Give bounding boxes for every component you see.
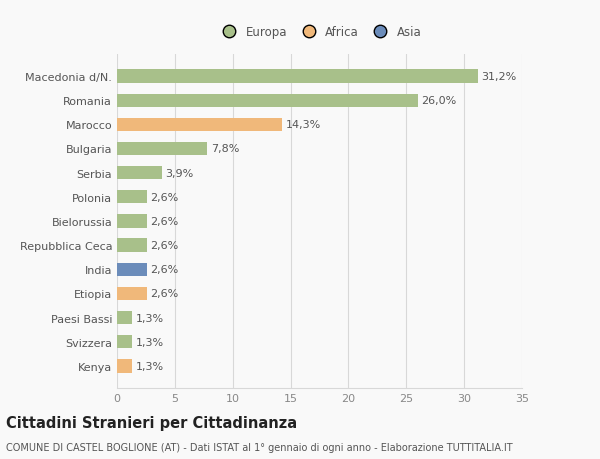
Text: 2,6%: 2,6% [151, 192, 179, 202]
Bar [117, 118, 283, 132]
Text: 1,3%: 1,3% [136, 361, 164, 371]
Bar [117, 143, 207, 156]
Bar [117, 70, 478, 84]
Bar [117, 191, 147, 204]
Bar [117, 167, 162, 180]
Text: 3,9%: 3,9% [166, 168, 194, 178]
Bar [117, 359, 132, 373]
Text: 26,0%: 26,0% [421, 96, 457, 106]
Text: 2,6%: 2,6% [151, 289, 179, 299]
Bar [117, 215, 147, 228]
Bar [117, 263, 147, 276]
Bar [117, 239, 147, 252]
Bar [117, 94, 418, 107]
Text: 1,3%: 1,3% [136, 337, 164, 347]
Text: COMUNE DI CASTEL BOGLIONE (AT) - Dati ISTAT al 1° gennaio di ogni anno - Elabora: COMUNE DI CASTEL BOGLIONE (AT) - Dati IS… [6, 442, 512, 452]
Bar [117, 287, 147, 300]
Text: 7,8%: 7,8% [211, 144, 239, 154]
Bar [117, 311, 132, 325]
Text: 2,6%: 2,6% [151, 217, 179, 226]
Bar [117, 336, 132, 349]
Text: 1,3%: 1,3% [136, 313, 164, 323]
Text: Cittadini Stranieri per Cittadinanza: Cittadini Stranieri per Cittadinanza [6, 415, 297, 431]
Text: 2,6%: 2,6% [151, 241, 179, 251]
Text: 2,6%: 2,6% [151, 265, 179, 274]
Legend: Europa, Africa, Asia: Europa, Africa, Asia [213, 21, 426, 44]
Text: 31,2%: 31,2% [482, 72, 517, 82]
Text: 14,3%: 14,3% [286, 120, 321, 130]
